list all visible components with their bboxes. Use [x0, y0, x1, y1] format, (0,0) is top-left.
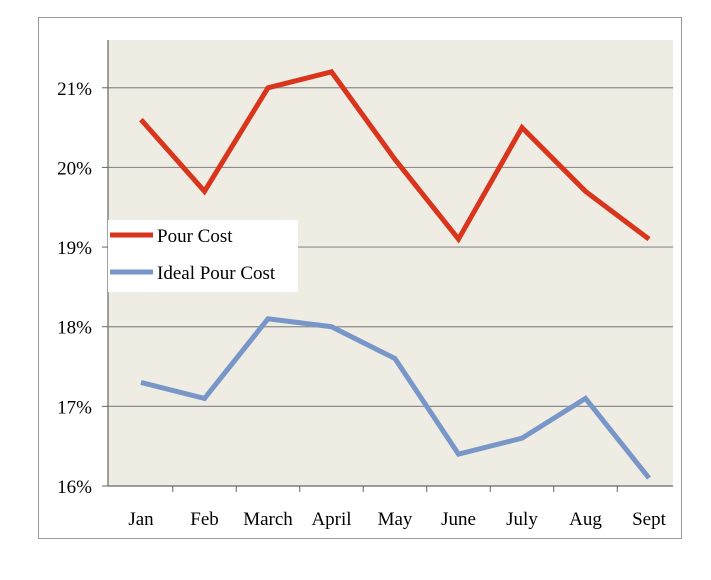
y-tick-label: 16% — [57, 477, 92, 498]
x-tick-label: Feb — [190, 509, 219, 530]
x-tick-label: Sept — [632, 509, 667, 530]
legend: Pour Cost Ideal Pour Cost — [108, 220, 298, 292]
legend-label: Pour Cost — [157, 226, 233, 247]
x-tick-label: May — [378, 509, 413, 530]
gridlines — [108, 87, 673, 407]
y-tick-label: 19% — [57, 238, 92, 259]
x-tick-label: June — [441, 509, 476, 530]
legend-label: Ideal Pour Cost — [157, 263, 276, 284]
legend-box — [108, 220, 298, 292]
x-tick-label: April — [311, 509, 351, 530]
series-lines — [139, 69, 651, 480]
x-tick-label: Jan — [128, 509, 154, 530]
x-tick-label: July — [506, 509, 538, 530]
y-axis-ticks: 16% 17% 18% 19% 20% 21% — [57, 79, 108, 498]
x-axis-ticks: Jan Feb March April May June July Aug Sept — [128, 486, 667, 530]
y-tick-label: 20% — [57, 158, 92, 179]
x-tick-label: March — [243, 509, 293, 530]
y-tick-label: 17% — [57, 397, 92, 418]
y-tick-label: 21% — [57, 79, 92, 100]
x-tick-label: Aug — [569, 509, 602, 530]
y-tick-label: 18% — [57, 318, 92, 339]
